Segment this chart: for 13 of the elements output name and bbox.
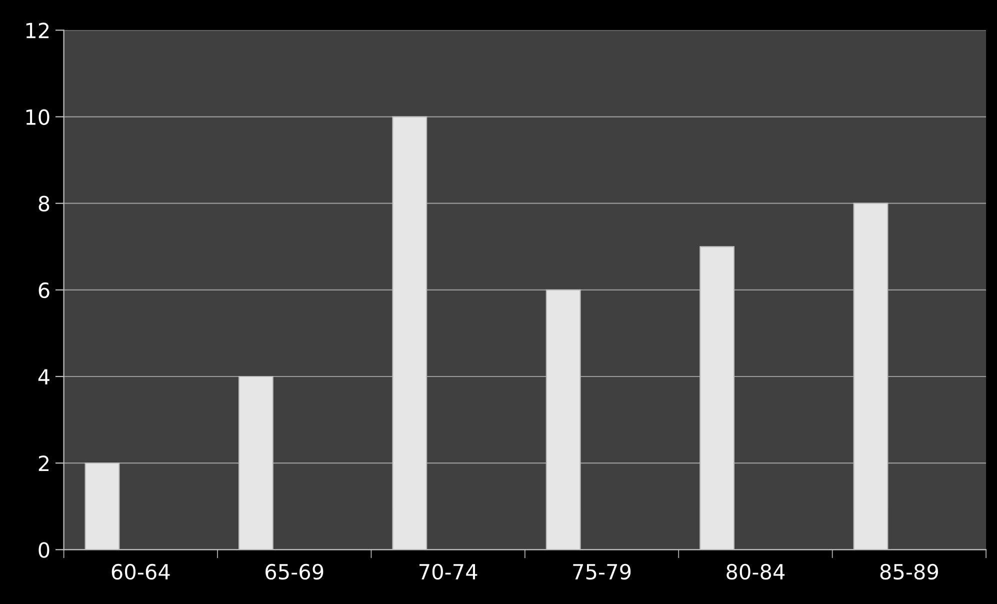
x-tick-label: 75-79 [573, 564, 631, 580]
y-tick-label: 8 [38, 196, 50, 212]
x-tick-label: 65-69 [266, 564, 324, 580]
x-tick-label: 80-84 [726, 564, 785, 580]
y-tick-label: 2 [38, 456, 49, 471]
y-tick-label: 12 [26, 22, 49, 38]
x-tick-label: 70-74 [420, 564, 478, 580]
y-tick-label: 10 [26, 109, 50, 125]
y-tick-label: 4 [38, 369, 50, 384]
x-tick-label: 85-89 [880, 564, 938, 580]
x-tick-label: 60-64 [112, 564, 170, 580]
y-tick-label: 6 [38, 282, 50, 298]
y-tick-label: 0 [38, 542, 50, 558]
